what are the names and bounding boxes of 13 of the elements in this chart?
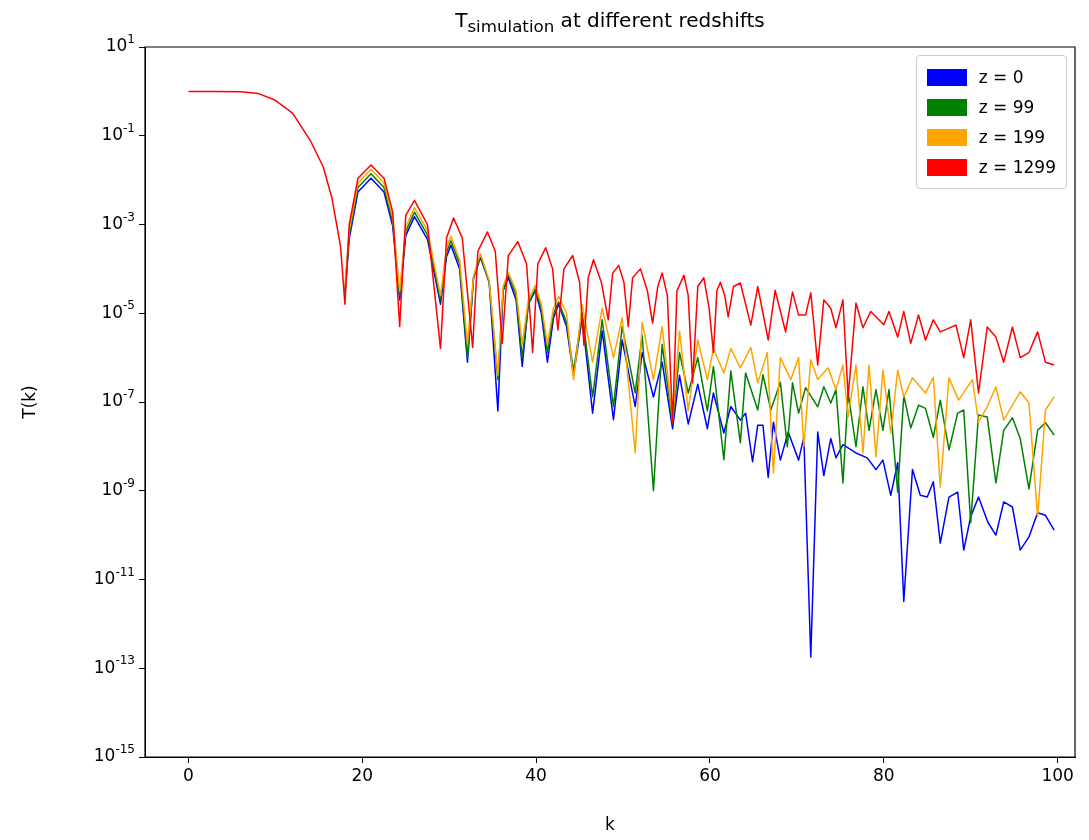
x-tick-label: 100 — [1041, 765, 1074, 786]
chart-title: T$_{simulation}$ at different redshifts — [454, 8, 766, 36]
legend-label: z = 0 — [978, 67, 1024, 87]
x-tick-label: 20 — [351, 765, 374, 786]
y-axis-title: T(k) — [18, 385, 39, 420]
x-tick-label: 0 — [183, 765, 194, 786]
x-axis-title: k — [605, 814, 616, 835]
legend-label: z = 99 — [978, 97, 1035, 117]
legend-label: z = 199 — [978, 127, 1046, 147]
x-tick-label: 80 — [872, 765, 895, 786]
x-tick-label: 60 — [699, 765, 721, 786]
x-tick-label: 40 — [525, 765, 547, 786]
legend-label: z = 1299 — [978, 157, 1056, 177]
